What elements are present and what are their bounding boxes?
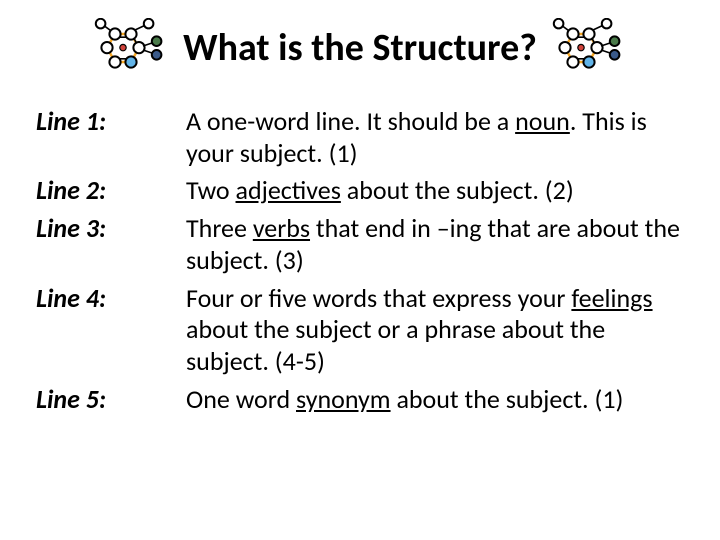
line-label-3: Line 3: xyxy=(36,213,166,276)
header: What is the Structure? xyxy=(36,18,684,78)
molecule-icon-right xyxy=(549,18,629,78)
content-grid: Line 1: A one-word line. It should be a … xyxy=(36,106,684,415)
line-desc-1: A one-word line. It should be a noun. Th… xyxy=(186,106,684,169)
line-desc-2: Two adjectives about the subject. (2) xyxy=(186,175,684,207)
line-label-4: Line 4: xyxy=(36,283,166,378)
line-label-1: Line 1: xyxy=(36,106,166,169)
line-label-2: Line 2: xyxy=(36,175,166,207)
line-desc-5: One word synonym about the subject. (1) xyxy=(186,384,684,416)
page-title: What is the Structure? xyxy=(183,25,537,71)
line-label-5: Line 5: xyxy=(36,384,166,416)
molecule-icon-left xyxy=(91,18,171,78)
slide: What is the Structure? Line 1: A one-wor… xyxy=(0,0,720,540)
line-desc-4: Four or five words that express your fee… xyxy=(186,283,684,378)
line-desc-3: Three verbs that end in –ing that are ab… xyxy=(186,213,684,276)
